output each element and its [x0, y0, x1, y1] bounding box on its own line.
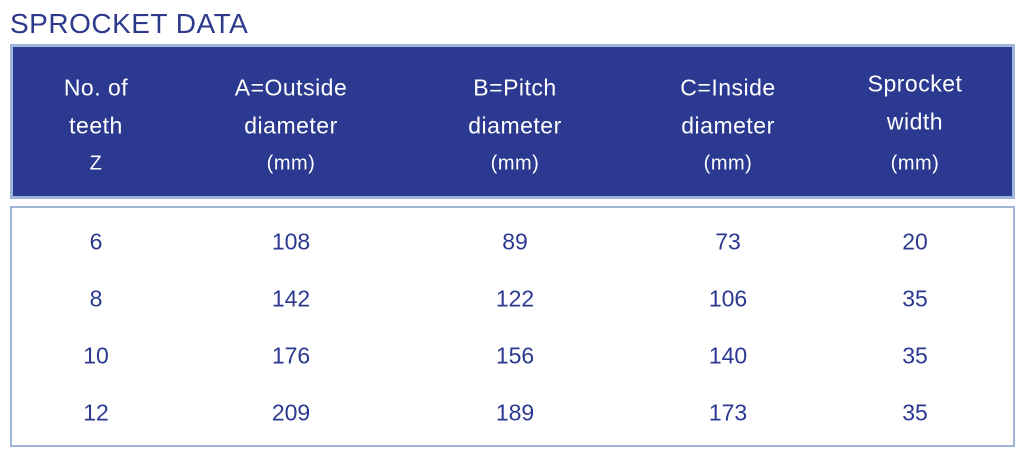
table-cell: 10: [83, 342, 109, 369]
column-header: (mm): [703, 152, 753, 175]
column-header: Sprocket: [867, 70, 963, 97]
table-cell: 6: [89, 228, 103, 255]
table-cell: 35: [902, 285, 928, 312]
table-cell: 12: [83, 399, 109, 426]
column-header: teeth: [69, 112, 123, 139]
table-cell: 8: [89, 285, 103, 312]
column-header: B=Pitch: [473, 74, 557, 101]
column-header: diameter: [244, 112, 338, 139]
column-header: (mm): [266, 152, 316, 175]
table-cell: 142: [271, 285, 311, 312]
table-title: SPROCKET DATA: [10, 8, 249, 39]
table-cell: 106: [708, 285, 748, 312]
table-cell: 156: [495, 342, 535, 369]
column-header: C=Inside: [680, 74, 776, 101]
table-cell: 20: [902, 228, 928, 255]
header-band: [10, 44, 1015, 199]
column-header: diameter: [468, 112, 562, 139]
table-cell: 122: [495, 285, 535, 312]
table-cell: 189: [495, 399, 535, 426]
table-cell: 108: [271, 228, 311, 255]
column-header: (mm): [490, 152, 540, 175]
table-cell: 209: [271, 399, 311, 426]
column-header: Z: [89, 152, 103, 175]
column-header: diameter: [681, 112, 775, 139]
table-cell: 35: [902, 342, 928, 369]
table-cell: 73: [715, 228, 741, 255]
column-header: width: [886, 108, 944, 135]
table-cell: 89: [502, 228, 528, 255]
column-header: A=Outside: [234, 74, 348, 101]
column-header: No. of: [63, 74, 129, 101]
table-cell: 35: [902, 399, 928, 426]
table-cell: 173: [708, 399, 748, 426]
table-cell: 140: [708, 342, 748, 369]
table-body: [10, 206, 1015, 447]
table-cell: 176: [271, 342, 311, 369]
column-header: (mm): [890, 152, 940, 175]
